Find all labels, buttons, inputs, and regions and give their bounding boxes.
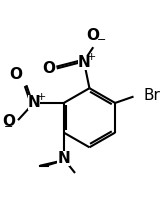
Text: −: − <box>97 35 106 45</box>
Text: O: O <box>87 28 100 43</box>
Text: N: N <box>28 95 40 110</box>
Text: O: O <box>42 61 55 76</box>
Text: −: − <box>3 122 13 132</box>
Text: +: + <box>37 91 46 101</box>
Text: O: O <box>9 67 22 82</box>
Text: N: N <box>78 55 90 70</box>
Text: N: N <box>57 151 70 166</box>
Text: Br: Br <box>143 88 160 103</box>
Text: +: + <box>87 52 96 61</box>
Text: O: O <box>3 114 16 129</box>
